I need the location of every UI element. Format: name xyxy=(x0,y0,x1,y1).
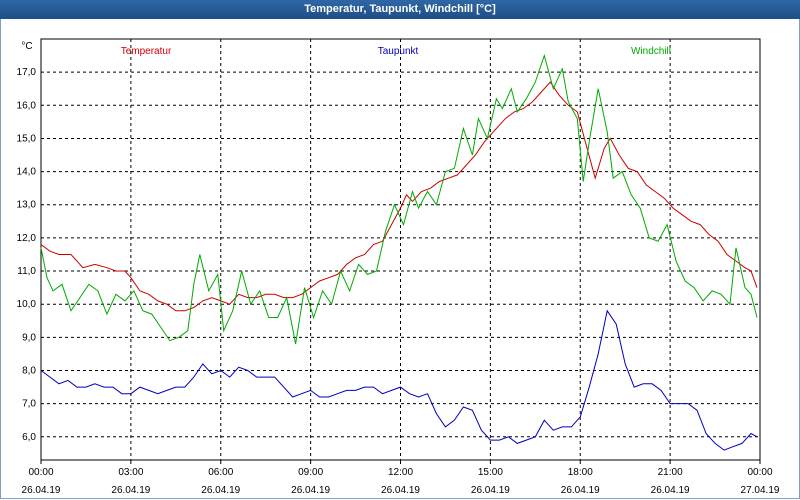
x-tick-label-time: 06:00 xyxy=(208,467,233,478)
x-tick-label-time: 00:00 xyxy=(747,467,772,478)
legend-temperatur: Temperatur xyxy=(121,46,172,57)
y-tick-label: 6,0 xyxy=(22,432,36,443)
x-tick-label-date: 26.04.19 xyxy=(471,485,510,496)
x-tick-label-date: 27.04.19 xyxy=(741,485,780,496)
y-tick-label: 9,0 xyxy=(22,332,36,343)
y-tick-label: 8,0 xyxy=(22,365,36,376)
y-tick-label: 13,0 xyxy=(17,200,37,211)
x-tick-label-time: 18:00 xyxy=(568,467,593,478)
y-tick-label: 17,0 xyxy=(17,67,37,78)
y-tick-label: 15,0 xyxy=(17,133,37,144)
x-tick-label-time: 09:00 xyxy=(298,467,323,478)
x-tick-label-date: 26.04.19 xyxy=(381,485,420,496)
x-tick-label-time: 03:00 xyxy=(118,467,143,478)
x-tick-label-date: 26.04.19 xyxy=(201,485,240,496)
series-line-taupunkt xyxy=(40,309,758,451)
x-tick-label-time: 21:00 xyxy=(658,467,683,478)
x-tick-label-time: 15:00 xyxy=(478,467,503,478)
y-tick-label: 16,0 xyxy=(17,100,37,111)
y-tick-label: 7,0 xyxy=(22,399,36,410)
x-tick-label-time: 00:00 xyxy=(28,467,53,478)
chart-panel: 6,0 7,0 8,0 9,0 10,0 11,0 12,0 13,0 14,0 15,0 16,0… xyxy=(0,19,800,499)
x-tick-label-date: 26.04.19 xyxy=(111,485,150,496)
x-tick-label-date: 26.04.19 xyxy=(651,485,690,496)
series-line-temperatur xyxy=(40,81,758,312)
y-tick-label: 11,0 xyxy=(17,266,36,277)
y-tick-label: 12,0 xyxy=(17,233,37,244)
legend-taupunkt: Taupunkt xyxy=(378,46,419,57)
y-tick-label: 14,0 xyxy=(17,167,37,178)
x-tick-label-date: 26.04.19 xyxy=(22,485,61,496)
x-tick-label-date: 26.04.19 xyxy=(291,485,330,496)
x-tick-label-date: 26.04.19 xyxy=(561,485,600,496)
line-chart: 6,0 7,0 8,0 9,0 10,0 11,0 12,0 13,0 14,0 15,0 16,0… xyxy=(17,38,780,496)
window-title: Temperatur, Taupunkt, Windchill [°C] xyxy=(0,0,800,19)
series-line-windchill xyxy=(40,53,758,345)
x-tick-label-time: 12:00 xyxy=(388,467,413,478)
legend-windchill: Windchill xyxy=(631,46,671,57)
y-tick-label: 10,0 xyxy=(17,299,37,310)
y-axis-label: °C xyxy=(21,41,32,52)
